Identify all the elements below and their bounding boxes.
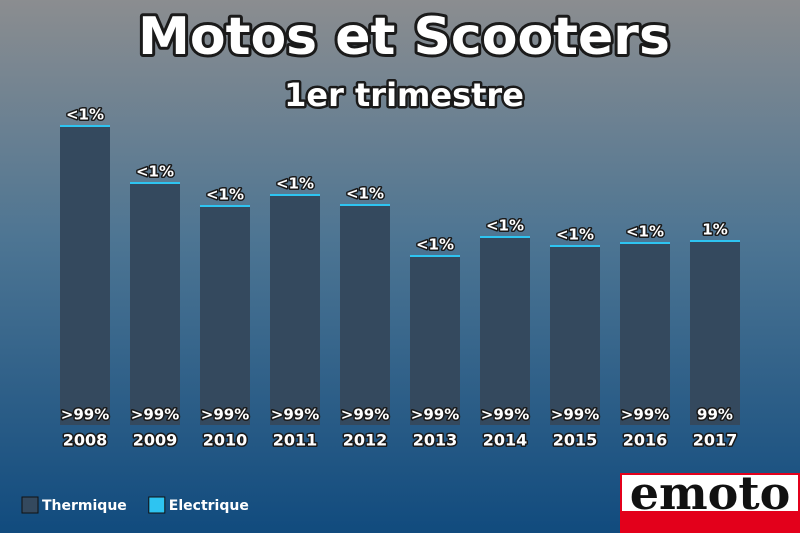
chart-subtitle: 1er trimestre (284, 76, 524, 114)
bar-segment (200, 207, 250, 425)
logo-text: emoto (630, 466, 791, 520)
value-label: <1% (206, 186, 244, 204)
bar-segment (200, 205, 250, 207)
value-label: >99% (481, 406, 529, 424)
value-label: <1% (416, 236, 454, 254)
value-label: 1% (702, 221, 727, 239)
bar-segment (550, 247, 600, 425)
bar-segment (690, 242, 740, 425)
bar-segment (60, 125, 110, 127)
value-label: >99% (61, 406, 109, 424)
bar-segment (620, 244, 670, 425)
value-label: >99% (201, 406, 249, 424)
value-label: >99% (621, 406, 669, 424)
value-label: <1% (346, 185, 384, 203)
value-label: 99% (697, 406, 733, 424)
x-tick-label: 2015 (553, 431, 598, 450)
value-label: >99% (411, 406, 459, 424)
bar-segment (340, 204, 390, 206)
logo-band (622, 475, 798, 511)
bar-segment (550, 245, 600, 247)
value-label: <1% (626, 223, 664, 241)
bar-segment (620, 242, 670, 244)
x-tick-label: 2016 (623, 431, 668, 450)
x-tick-label: 2008 (63, 431, 108, 450)
value-label: >99% (341, 406, 389, 424)
x-tick-label: 2011 (273, 431, 318, 450)
bar-segment (690, 240, 740, 242)
legend-swatch (21, 496, 39, 514)
value-label: <1% (136, 163, 174, 181)
bar-segment (270, 196, 320, 425)
bar-segment (340, 206, 390, 425)
bar-segment (130, 182, 180, 184)
value-label: >99% (551, 406, 599, 424)
bar-segment (480, 236, 530, 238)
bar-segment (60, 127, 110, 425)
x-tick-label: 2017 (693, 431, 738, 450)
legend-label: Electrique (169, 498, 249, 514)
legend-swatch (148, 496, 166, 514)
logo: emoto (620, 466, 800, 533)
x-tick-label: 2014 (483, 431, 528, 450)
bar-segment (480, 238, 530, 425)
x-tick-label: 2009 (133, 431, 178, 450)
value-label: >99% (271, 406, 319, 424)
value-label: <1% (486, 217, 524, 235)
value-label: <1% (556, 226, 594, 244)
value-label: <1% (276, 175, 314, 193)
x-tick-label: 2012 (343, 431, 388, 450)
bar-segment (130, 184, 180, 425)
bar-segment (410, 255, 460, 257)
value-label: >99% (131, 406, 179, 424)
chart-title: Motos et Scooters (138, 7, 670, 67)
x-tick-label: 2013 (413, 431, 458, 450)
x-tick-label: 2010 (203, 431, 248, 450)
bar-segment (270, 194, 320, 196)
value-label: <1% (66, 106, 104, 124)
legend-label: Thermique (42, 498, 127, 514)
bar-segment (410, 257, 460, 425)
